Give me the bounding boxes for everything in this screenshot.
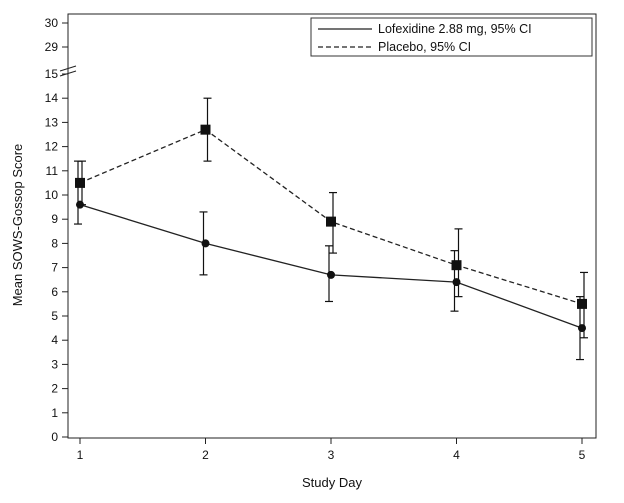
x-axis-title: Study Day xyxy=(302,475,362,490)
y-tick-label-30: 30 xyxy=(45,16,59,30)
legend-box xyxy=(310,17,593,57)
y-tick-label-5: 5 xyxy=(51,309,58,323)
point-placebo-95-ci-5 xyxy=(577,298,587,309)
y-tick-label-0: 0 xyxy=(51,430,58,444)
y-tick-label-10: 10 xyxy=(45,188,59,202)
point-lofexidine-2-88-mg-95-ci-5 xyxy=(578,324,586,333)
point-lofexidine-2-88-mg-95-ci-2 xyxy=(201,239,210,248)
y-tick-label-6: 6 xyxy=(51,285,58,299)
y-tick-label-1: 1 xyxy=(51,406,58,420)
y-tick-label-4: 4 xyxy=(51,333,58,347)
y-tick-label-3: 3 xyxy=(51,357,58,371)
y-tick-label-29: 29 xyxy=(45,40,59,54)
y-tick-label-11: 11 xyxy=(46,164,59,178)
y-tick-label-9: 9 xyxy=(51,212,58,226)
x-axis: 1 2 3 4 5 xyxy=(77,438,586,462)
x-tick-label-2: 2 xyxy=(202,448,209,462)
series-layer xyxy=(74,97,588,361)
y-tick-label-12: 12 xyxy=(45,140,59,154)
plot-frame xyxy=(67,13,597,439)
point-lofexidine-2-88-mg-95-ci-3 xyxy=(327,270,335,279)
point-lofexidine-2-88-mg-95-ci-4 xyxy=(452,278,461,287)
point-placebo-95-ci-1 xyxy=(75,177,85,188)
y-tick-label-15: 15 xyxy=(45,67,59,81)
y-tick-label-2: 2 xyxy=(51,382,58,396)
point-placebo-95-ci-3 xyxy=(326,216,336,227)
axis-break-mark-upper xyxy=(59,65,77,72)
y-tick-label-7: 7 xyxy=(51,261,58,275)
axis-break-mark-lower xyxy=(59,70,77,77)
legend-label-lofexidine: Lofexidine 2.88 mg, 95% CI xyxy=(378,22,532,36)
y-axis-title: Mean SOWS-Gossop Score xyxy=(10,144,25,307)
x-tick-label-5: 5 xyxy=(579,448,586,462)
x-tick-label-4: 4 xyxy=(453,448,460,462)
x-tick-label-3: 3 xyxy=(328,448,335,462)
point-placebo-95-ci-4 xyxy=(451,260,462,271)
y-tick-label-13: 13 xyxy=(45,115,59,129)
legend: Lofexidine 2.88 mg, 95% CI Placebo, 95% … xyxy=(310,17,593,57)
y-tick-label-8: 8 xyxy=(51,236,58,250)
point-placebo-95-ci-2 xyxy=(200,124,211,135)
legend-label-placebo: Placebo, 95% CI xyxy=(378,40,471,54)
y-tick-label-14: 14 xyxy=(45,91,59,105)
x-tick-label-1: 1 xyxy=(77,448,84,462)
